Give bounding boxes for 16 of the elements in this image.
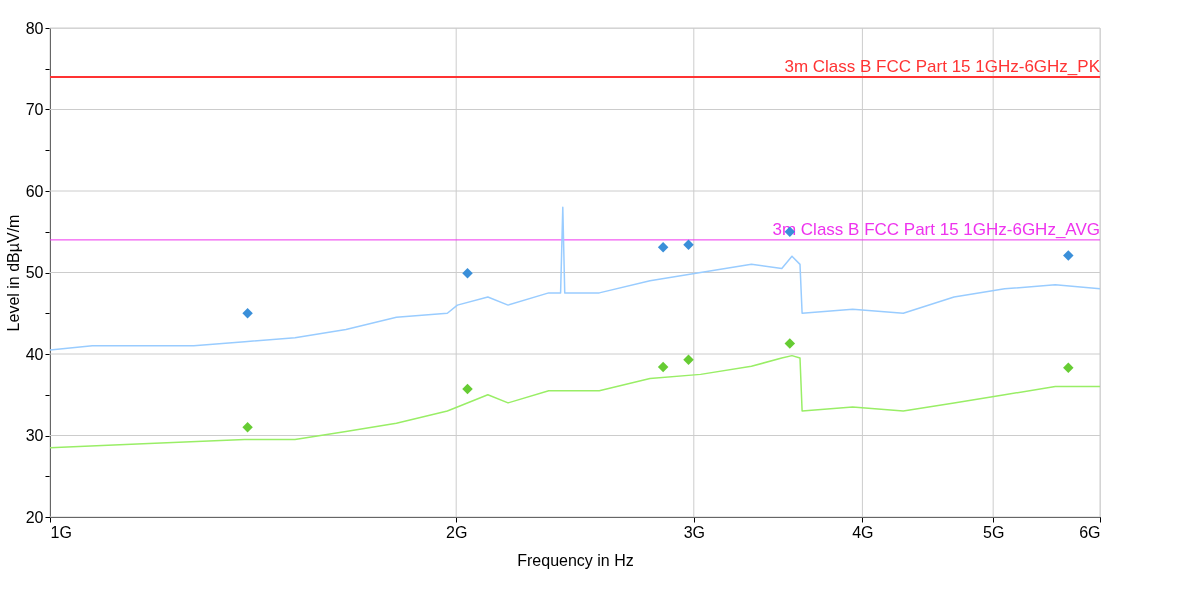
y-tick-label: 80 xyxy=(25,19,44,37)
x-tick-label: 6G xyxy=(1079,523,1101,541)
x-tick-label: 2G xyxy=(446,523,468,541)
y-tick-label: 70 xyxy=(25,101,44,118)
x-tick-label: 4G xyxy=(852,523,874,541)
y-axis-title: Level in dBµV/m xyxy=(4,214,22,332)
y-tick-label: 60 xyxy=(25,182,44,200)
y-tick-label: 50 xyxy=(25,264,44,281)
y-tick-label: 20 xyxy=(25,508,44,526)
y-tick-label: 40 xyxy=(25,345,44,363)
x-tick-label: 1G xyxy=(50,523,72,541)
x-tick-label: 3G xyxy=(683,523,705,541)
x-tick-label: 5G xyxy=(982,523,1005,541)
x-axis-title: Frequency in Hz xyxy=(517,551,634,569)
y-tick-label: 30 xyxy=(25,427,44,444)
ref-line-label: 3m Class B FCC Part 15 1GHz-6GHz_PK xyxy=(784,56,1101,76)
